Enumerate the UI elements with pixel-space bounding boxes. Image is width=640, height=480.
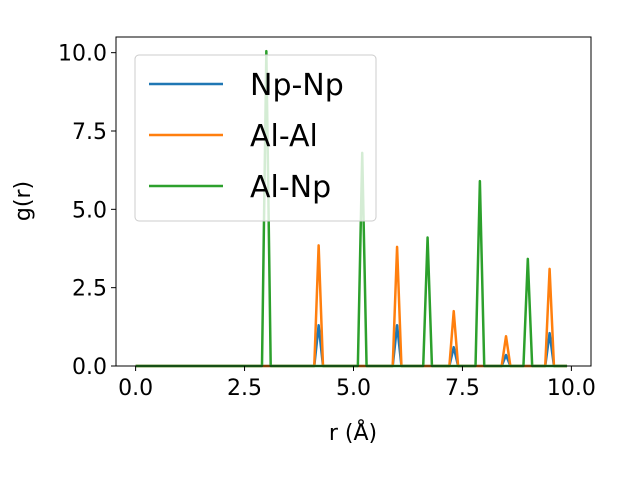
x-tick-label: 2.5 [227,376,262,401]
y-tick-label: 10.0 [58,42,107,67]
legend-label: Al-Np [250,170,331,205]
x-axis: 0.0 2.5 5.0 7.5 10.0 [118,366,596,401]
legend-label: Al-Al [250,119,318,154]
y-tick-label: 5.0 [72,198,107,223]
x-tick-label: 7.5 [445,376,480,401]
series-line-al-al [135,244,568,368]
y-axis-label: g(r) [11,181,36,221]
x-axis-label: r (Å) [329,419,377,446]
x-tick-label: 0.0 [118,376,153,401]
legend-label: Np-Np [250,68,344,103]
y-axis: 0.0 2.5 5.0 7.5 10.0 [58,42,116,380]
legend: Np-Np Al-Al Al-Np [134,54,377,222]
y-tick-label: 0.0 [72,355,107,380]
y-tick-label: 7.5 [72,120,107,145]
legend-box [134,54,377,222]
x-tick-label: 10.0 [547,376,596,401]
y-tick-label: 2.5 [72,277,107,302]
x-tick-label: 5.0 [336,376,371,401]
